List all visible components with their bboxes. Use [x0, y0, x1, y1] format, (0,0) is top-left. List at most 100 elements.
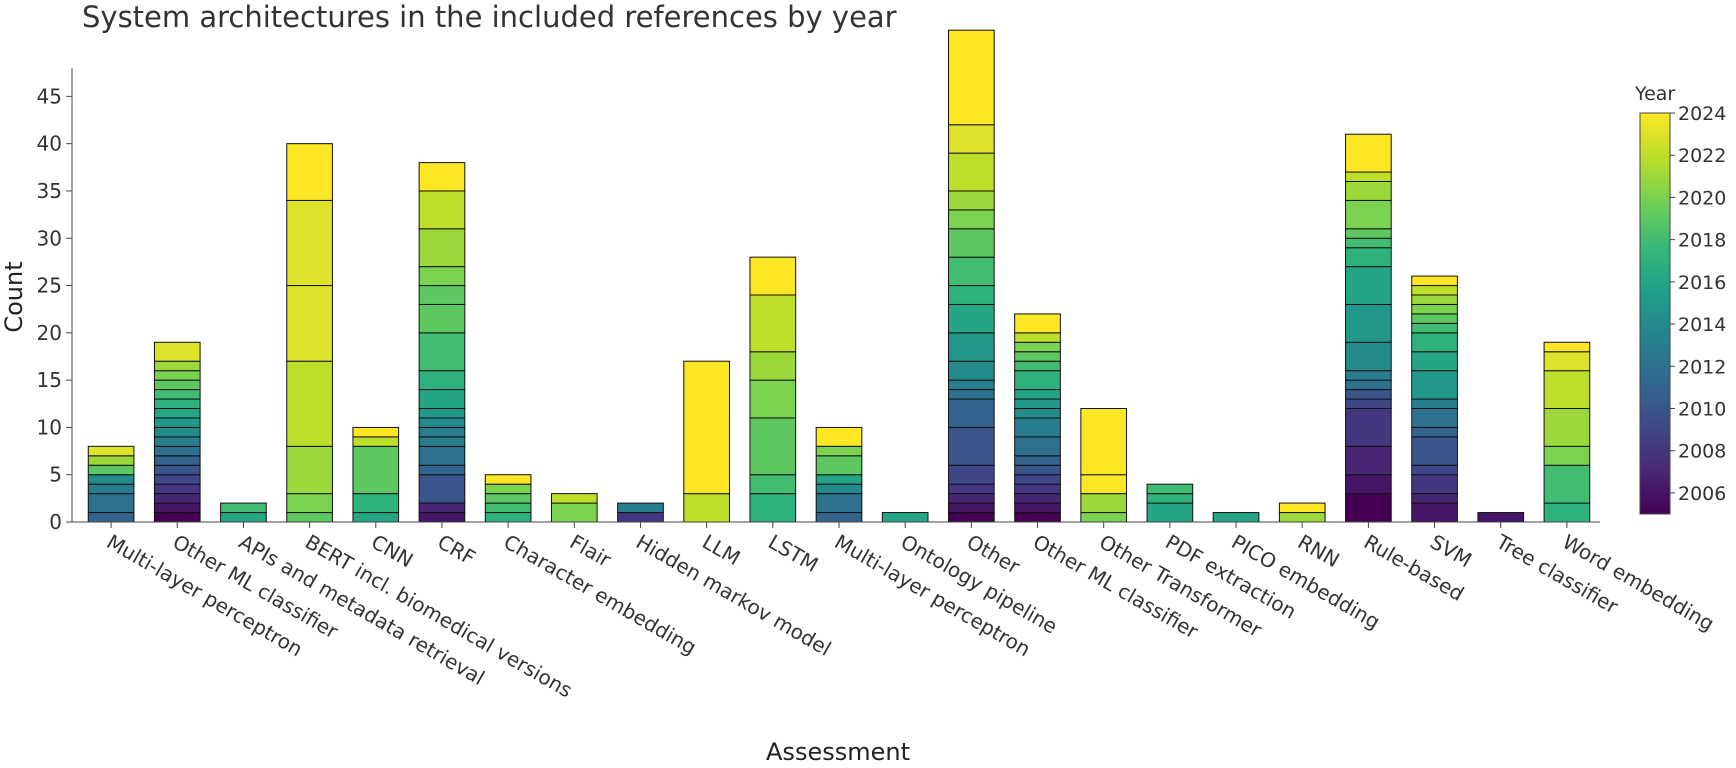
bar-segment [948, 228, 995, 258]
bar-segment [1345, 341, 1392, 372]
bar-segment [1543, 445, 1591, 466]
bar-segment [153, 408, 201, 419]
bar-segment [948, 464, 995, 485]
bar-segment [418, 474, 466, 504]
bar-segment [1477, 512, 1525, 523]
bar-segment [1543, 502, 1591, 523]
bar-segment [1080, 493, 1128, 514]
bar-segment [1411, 275, 1458, 287]
bar-segment [1345, 370, 1392, 381]
bar-segment [1345, 379, 1392, 391]
bar-segment [948, 426, 995, 466]
bar-segment [1014, 408, 1061, 419]
bar-segment [1014, 502, 1061, 514]
bar-segment [815, 512, 863, 523]
bar-segment [87, 474, 135, 485]
bar-segment [948, 493, 995, 504]
bar-segment [153, 483, 201, 495]
bar-segment [87, 512, 135, 523]
bar-6 [418, 162, 466, 523]
bar-segment [948, 502, 995, 514]
bar-segment [948, 190, 995, 211]
bar-segment [683, 360, 730, 495]
bar-segment [948, 285, 995, 305]
bar-segment [948, 483, 995, 495]
bar-segment [153, 379, 201, 391]
bar-segment [1014, 398, 1061, 410]
bar-segment [484, 512, 532, 523]
bar-segment [418, 502, 466, 514]
bar-segment [220, 512, 267, 523]
bar-segment [1411, 370, 1458, 400]
bar-segment [418, 389, 466, 409]
bar-segment [153, 341, 201, 362]
bar-segment [948, 332, 995, 362]
bar-segment [749, 379, 797, 419]
chart-title: System architectures in the included ref… [82, 0, 897, 34]
y-axis-title: Count [0, 261, 28, 332]
bar-segment [418, 464, 466, 476]
bar-segment [815, 455, 863, 476]
bar-segment [418, 228, 466, 268]
bar-segment [1411, 351, 1458, 372]
bar-segment [617, 512, 664, 523]
bar-segment [1543, 351, 1591, 372]
bar-segment [1146, 483, 1194, 495]
bar-segment [1411, 294, 1458, 305]
bar-segment [418, 445, 466, 466]
bar-segment [352, 512, 400, 523]
bar-segment [948, 389, 995, 400]
y-tick-label: 40 [37, 132, 62, 156]
bar-segment [1014, 360, 1061, 372]
bar-11 [749, 256, 797, 523]
bar-segment [1411, 436, 1458, 466]
bar-segment [1014, 417, 1061, 438]
bar-segment [815, 474, 863, 485]
bar-segment [1543, 464, 1591, 504]
bar-segment [153, 512, 201, 523]
bar-15 [1014, 313, 1061, 523]
bar-20 [1345, 133, 1392, 523]
bar-segment [87, 493, 135, 514]
bar-segment [87, 455, 135, 466]
bar-segment [1543, 408, 1591, 447]
bar-segment [1080, 408, 1128, 476]
bar-segment [1345, 181, 1392, 201]
colorbar-tick-label: 2008 [1678, 441, 1726, 463]
bar-22 [1477, 512, 1525, 523]
y-tick-labels: 0 5 10 15 20 25 30 35 40 45 [37, 84, 62, 534]
bar-segment [286, 445, 333, 495]
colorbar-tick-label: 2022 [1678, 145, 1726, 167]
bar-segment [948, 256, 995, 287]
x-tick-label: LSTM [764, 530, 822, 577]
colorbar-tick-label: 2020 [1678, 187, 1726, 209]
bar-segment [220, 502, 267, 514]
bar-segment [352, 436, 400, 447]
bar-18 [1212, 512, 1260, 523]
bar-segment [749, 493, 797, 523]
bar-segment [749, 351, 797, 381]
bar-8 [550, 493, 598, 523]
colorbar: Year 2006 2008 2010 2012 2014 2016 2018 2020 202… [1634, 83, 1726, 515]
bar-segment [418, 436, 466, 447]
bar-segment [1014, 389, 1061, 400]
bar-segment [418, 303, 466, 334]
bar-segment [1345, 408, 1392, 447]
bar-3 [220, 502, 267, 523]
bar-segment [418, 285, 466, 305]
bar-21 [1411, 275, 1458, 523]
bar-segment [749, 474, 797, 495]
bar-segment [1014, 493, 1061, 504]
bar-segment [948, 29, 995, 126]
bar-segment [617, 502, 664, 514]
bar-7 [484, 474, 532, 523]
bar-segment [683, 493, 730, 523]
bar-segment [1014, 313, 1061, 334]
bar-segment [1146, 493, 1194, 504]
bar-segment [352, 445, 400, 495]
y-tick-label: 35 [37, 179, 62, 203]
bar-segment [153, 445, 201, 457]
bar-segment [1345, 247, 1392, 268]
colorbar-tick-label: 2016 [1678, 272, 1726, 294]
